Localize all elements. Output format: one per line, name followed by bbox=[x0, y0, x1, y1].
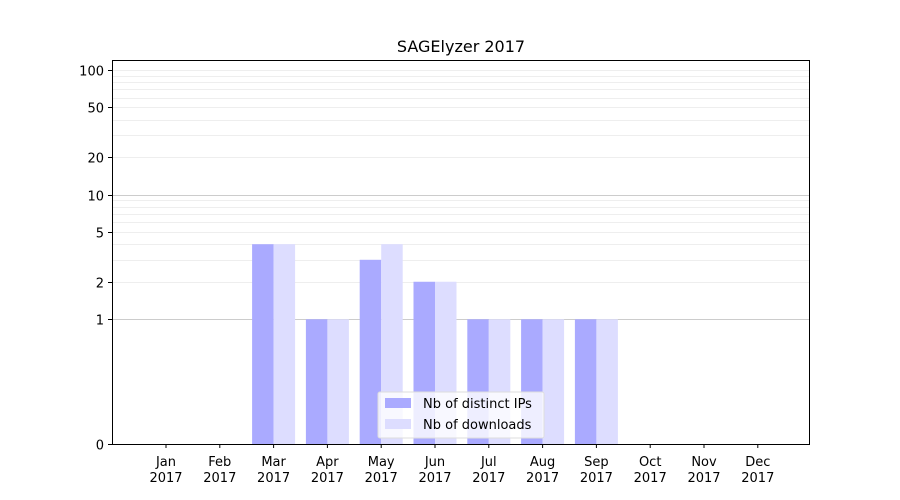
legend-label-downloads: Nb of downloads bbox=[423, 418, 532, 433]
bar-downloads bbox=[596, 319, 618, 444]
legend-box bbox=[377, 391, 545, 439]
x-tick-label: Mar 2017 bbox=[257, 455, 290, 486]
x-tick-label: May 2017 bbox=[365, 455, 398, 486]
y-tick-label: 5 bbox=[96, 227, 104, 242]
y-tick-label: 2 bbox=[96, 277, 104, 292]
legend-swatch-downloads bbox=[385, 419, 411, 429]
x-tick-label: Aug 2017 bbox=[526, 455, 559, 486]
y-tick-label: 1 bbox=[96, 314, 104, 329]
y-tick-label: 10 bbox=[87, 190, 104, 205]
plot-frame bbox=[112, 60, 810, 445]
bar-distinct-ips bbox=[305, 319, 328, 444]
x-tick-label: Jun 2017 bbox=[418, 455, 451, 486]
legend-label-ips: Nb of distinct IPs bbox=[423, 397, 532, 412]
x-tick-label: Jul 2017 bbox=[472, 455, 505, 486]
x-tick-label: Feb 2017 bbox=[203, 455, 236, 486]
y-axis: 0 1 2 5 10 20 50 100 bbox=[79, 65, 112, 454]
x-tick-label: Oct 2017 bbox=[634, 455, 667, 486]
x-tick-label: Nov 2017 bbox=[687, 455, 720, 486]
bar-distinct-ips bbox=[252, 244, 274, 444]
bar-downloads bbox=[273, 244, 296, 444]
y-tick-label: 0 bbox=[96, 439, 104, 454]
y-tick-label: 100 bbox=[79, 65, 104, 80]
grid-lines bbox=[112, 70, 809, 320]
y-tick-label: 20 bbox=[87, 152, 104, 167]
x-tick-label: Sep 2017 bbox=[580, 455, 613, 486]
x-tick-label: Dec 2017 bbox=[741, 455, 774, 486]
legend: Nb of distinct IPs Nb of downloads bbox=[377, 391, 545, 439]
bar-downloads bbox=[327, 319, 349, 444]
x-tick-label: Apr 2017 bbox=[311, 455, 344, 486]
bar-distinct-ips bbox=[359, 259, 382, 444]
bar-downloads bbox=[542, 319, 565, 444]
legend-swatch-ips bbox=[385, 398, 411, 408]
bar-distinct-ips bbox=[574, 319, 597, 444]
y-tick-label: 50 bbox=[87, 102, 104, 117]
x-axis: Jan 2017 Feb 2017 Mar 2017 Apr 2017 May 2017 Jun 20… bbox=[149, 444, 774, 486]
chart-title: SAGElyzer 2017 bbox=[397, 37, 525, 56]
x-tick-label: Jan 2017 bbox=[149, 455, 182, 486]
